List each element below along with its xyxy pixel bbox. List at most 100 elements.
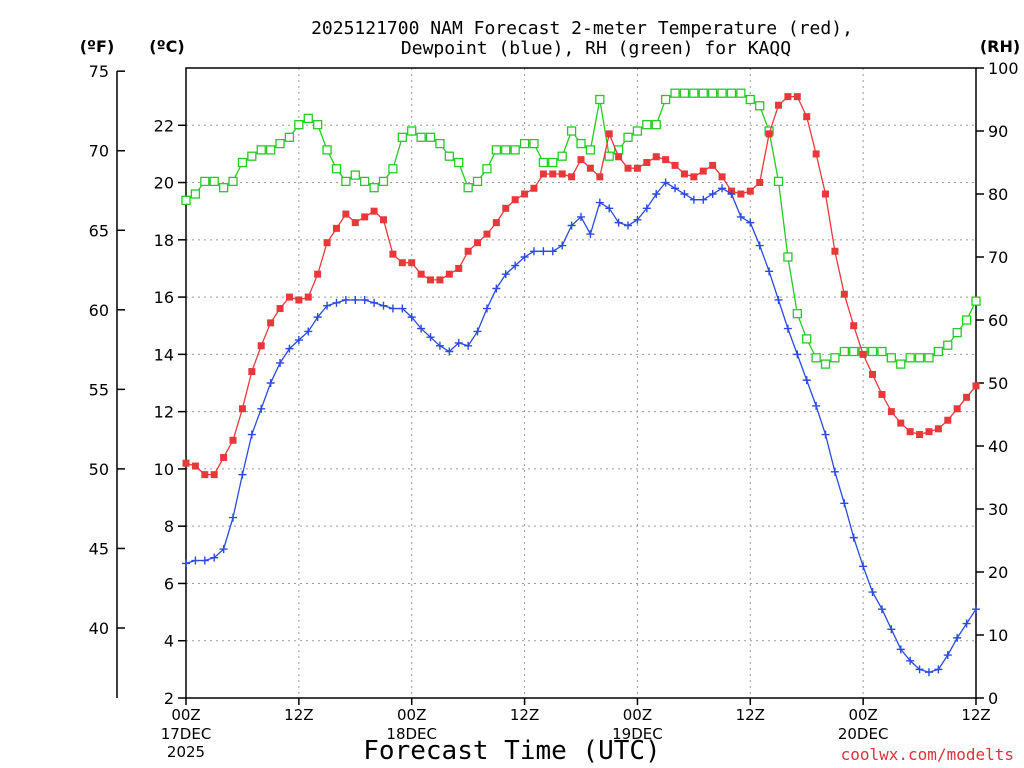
rh-point (454, 157, 464, 168)
celsius-tick-label: 10 (154, 460, 174, 479)
temperature-point (464, 247, 472, 255)
temperature-point (934, 425, 942, 433)
rh-point (896, 359, 906, 369)
temperature-point (822, 190, 830, 198)
dewpoint-point (482, 304, 491, 313)
rh-tick-label: 70 (988, 248, 1008, 267)
rh-point (820, 359, 831, 369)
rh-series (181, 88, 981, 369)
dewpoint-point (699, 195, 708, 204)
temperature-point (539, 170, 547, 178)
time-tick-date: 20DEC (838, 725, 889, 743)
celsius-axis-label: (ºC) (149, 37, 184, 56)
time-tick-date: 19DEC (612, 725, 663, 743)
rh-point (322, 145, 332, 155)
fahrenheit-axis-ticks: 40 45 50 55 60 65 70 75 (89, 62, 125, 638)
rh-tick-label: 50 (988, 374, 1008, 393)
rh-point (792, 309, 802, 319)
dewpoint-point (379, 301, 388, 310)
dewpoint-point (849, 533, 858, 542)
fahrenheit-tick-label: 45 (89, 539, 109, 558)
rh-point (802, 334, 812, 344)
rh-tick-label: 10 (988, 626, 1008, 645)
rh-point (275, 138, 285, 149)
dewpoint-point (783, 324, 792, 333)
rh-point (726, 88, 737, 98)
dewpoint-point (304, 327, 313, 336)
rh-point (689, 88, 699, 98)
temperature-point (332, 224, 340, 232)
dewpoint-point (370, 298, 379, 307)
dewpoint-point (727, 190, 736, 198)
rh-point (501, 145, 511, 155)
rh-point (576, 138, 586, 149)
rh-point (698, 88, 708, 98)
dewpoint-point (332, 298, 341, 307)
temperature-point (831, 247, 839, 255)
time-tick-label: 00Z (397, 706, 426, 724)
rh-point (529, 138, 539, 149)
dewpoint-point (473, 327, 482, 336)
dewpoint-point (614, 218, 623, 227)
dewpoint-point (229, 513, 238, 522)
temperature-point (248, 368, 256, 376)
temperature-point (201, 471, 209, 479)
rh-point (961, 315, 972, 325)
dewpoint-point (435, 341, 444, 350)
time-tick-date: 18DEC (386, 725, 437, 743)
series-layer (181, 88, 981, 677)
dewpoint-point (755, 241, 764, 250)
temperature-point (267, 319, 275, 327)
time-tick-label: 12Z (961, 706, 990, 724)
rh-point (849, 346, 859, 357)
fahrenheit-tick-label: 65 (89, 221, 109, 240)
celsius-tick-label: 4 (164, 632, 174, 651)
dewpoint-point (285, 344, 294, 353)
dewpoint-point (294, 336, 303, 345)
temperature-point (972, 382, 980, 390)
rh-tick-label: 100 (988, 59, 1019, 78)
dewpoint-point (793, 350, 802, 359)
celsius-tick-label: 8 (164, 517, 174, 536)
temperature-point (304, 293, 312, 301)
dewpoint-point (323, 301, 332, 310)
temperature-point (850, 322, 858, 330)
rh-point (933, 346, 944, 357)
dewpoint-point (539, 247, 548, 256)
rh-axis-ticks: 0 10 20 30 40 50 60 70 80 90 100 (976, 59, 1019, 708)
rh-point (566, 126, 577, 136)
dewpoint-point (520, 253, 529, 261)
dewpoint-point (341, 295, 350, 304)
rh-point (867, 346, 878, 357)
rh-tick-label: 60 (988, 311, 1008, 330)
temperature-point (784, 93, 792, 101)
fahrenheit-tick-label: 50 (89, 460, 109, 479)
temperature-point (662, 156, 670, 164)
dewpoint-point (887, 625, 896, 634)
temperature-point (840, 290, 848, 298)
rh-point (877, 346, 887, 357)
dewpoint-point (257, 404, 266, 413)
dewpoint-point (276, 358, 285, 367)
rh-axis-label: (RH) (980, 37, 1020, 56)
temperature-point (906, 428, 914, 436)
celsius-tick-label: 6 (164, 574, 174, 593)
temperature-point (775, 101, 782, 109)
rh-point (773, 176, 784, 187)
dewpoint-point (388, 304, 397, 313)
dewpoint-point (605, 204, 614, 213)
celsius-axis-ticks: 2 4 6 8 10 12 14 16 18 20 22 (154, 116, 186, 708)
rh-point (313, 120, 323, 130)
dewpoint-point (689, 195, 698, 204)
celsius-tick-label: 20 (154, 174, 174, 193)
temperature-line (185, 95, 977, 476)
dewpoint-point (934, 665, 943, 674)
rh-point (388, 164, 398, 174)
rh-line (185, 92, 977, 365)
temperature-point (897, 419, 905, 427)
temperature-point (558, 170, 566, 178)
rh-tick-label: 80 (988, 185, 1008, 204)
rh-tick-label: 90 (988, 122, 1008, 141)
